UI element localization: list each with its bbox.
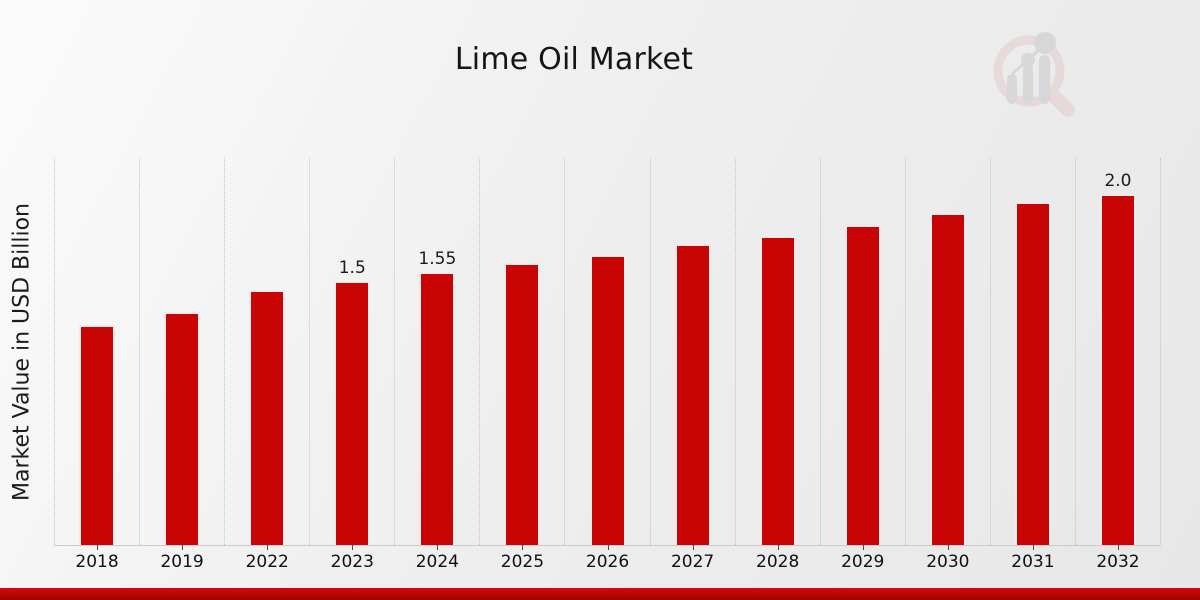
- chart-column-2025: 2025: [479, 158, 564, 572]
- chart-column-2028: 2028: [734, 158, 820, 572]
- x-axis-label-2018: 2018: [75, 552, 119, 572]
- bar-2024: [419, 272, 456, 545]
- y-axis-label: Market Value in USD Billion: [9, 202, 35, 502]
- chart-column-2032: 2.0 2032: [1074, 158, 1160, 572]
- chart-column-2024: 1.55 2024: [394, 158, 479, 572]
- bar-2027: [674, 244, 711, 545]
- bar-value-label-2023: 1.5: [338, 257, 366, 278]
- x-axis-tick: [607, 545, 609, 550]
- x-axis-label-2023: 2023: [330, 552, 374, 572]
- bar-value-label-2024: 1.55: [418, 249, 457, 270]
- x-axis-tick: [947, 545, 949, 550]
- bar-2018: [79, 324, 116, 545]
- magnifier-bar-chart-icon: [993, 32, 1075, 117]
- bar-2031: [1014, 202, 1051, 545]
- x-axis-label-2025: 2025: [500, 552, 545, 572]
- x-axis-label-2026: 2026: [585, 552, 630, 572]
- bar-2030: [929, 212, 966, 545]
- x-axis-label-2027: 2027: [670, 552, 715, 572]
- bar-2019: [164, 312, 201, 545]
- chart-column-2019: 2019: [139, 158, 224, 572]
- bar-2026: [589, 254, 626, 545]
- chart-title: Lime Oil Market: [454, 42, 694, 77]
- x-axis-tick: [522, 545, 524, 550]
- bar-chart-plot-area: 2018 2019 2022 1.5 2023 1.55 2024 2025 2026 2027 2…: [54, 158, 1161, 572]
- chart-column-2030: 2030: [904, 158, 990, 572]
- bar-2025: [504, 263, 541, 545]
- x-axis-label-2019: 2019: [160, 552, 204, 572]
- x-axis-tick: [437, 545, 439, 550]
- x-axis-tick: [267, 545, 269, 550]
- x-axis-label-2022: 2022: [245, 552, 289, 572]
- bar-2023: [334, 280, 371, 545]
- x-axis-tick: [777, 545, 779, 550]
- bar-2022: [249, 289, 286, 545]
- bar-2029: [844, 225, 881, 545]
- chart-column-2023: 1.5 2023: [309, 158, 394, 572]
- bar-value-label-2032: 2.0: [1104, 170, 1132, 191]
- chart-column-2026: 2026: [564, 158, 649, 572]
- x-axis-tick: [862, 545, 864, 550]
- x-axis-tick: [182, 545, 184, 550]
- bar-2028: [759, 235, 796, 545]
- x-axis-label-2028: 2028: [756, 552, 800, 572]
- chart-column-2029: 2029: [819, 158, 905, 572]
- bar-2032: [1099, 193, 1136, 545]
- x-axis-label-2030: 2030: [926, 552, 970, 572]
- chart-column-2027: 2027: [649, 158, 735, 572]
- x-axis-tick: [1032, 545, 1034, 550]
- x-axis-tick: [97, 545, 99, 550]
- x-axis-label-2032: 2032: [1096, 552, 1140, 572]
- chart-column-2022: 2022: [224, 158, 309, 572]
- x-axis-tick: [692, 545, 694, 550]
- x-axis-label-2024: 2024: [415, 552, 459, 572]
- chart-column-2031: 2031: [989, 158, 1075, 572]
- chart-column-2018: 2018: [54, 158, 139, 572]
- x-axis-label-2031: 2031: [1011, 552, 1055, 572]
- x-axis-label-2029: 2029: [841, 552, 885, 572]
- x-axis-tick: [1117, 545, 1119, 550]
- x-axis-tick: [352, 545, 354, 550]
- footer-accent-band: [0, 588, 1200, 600]
